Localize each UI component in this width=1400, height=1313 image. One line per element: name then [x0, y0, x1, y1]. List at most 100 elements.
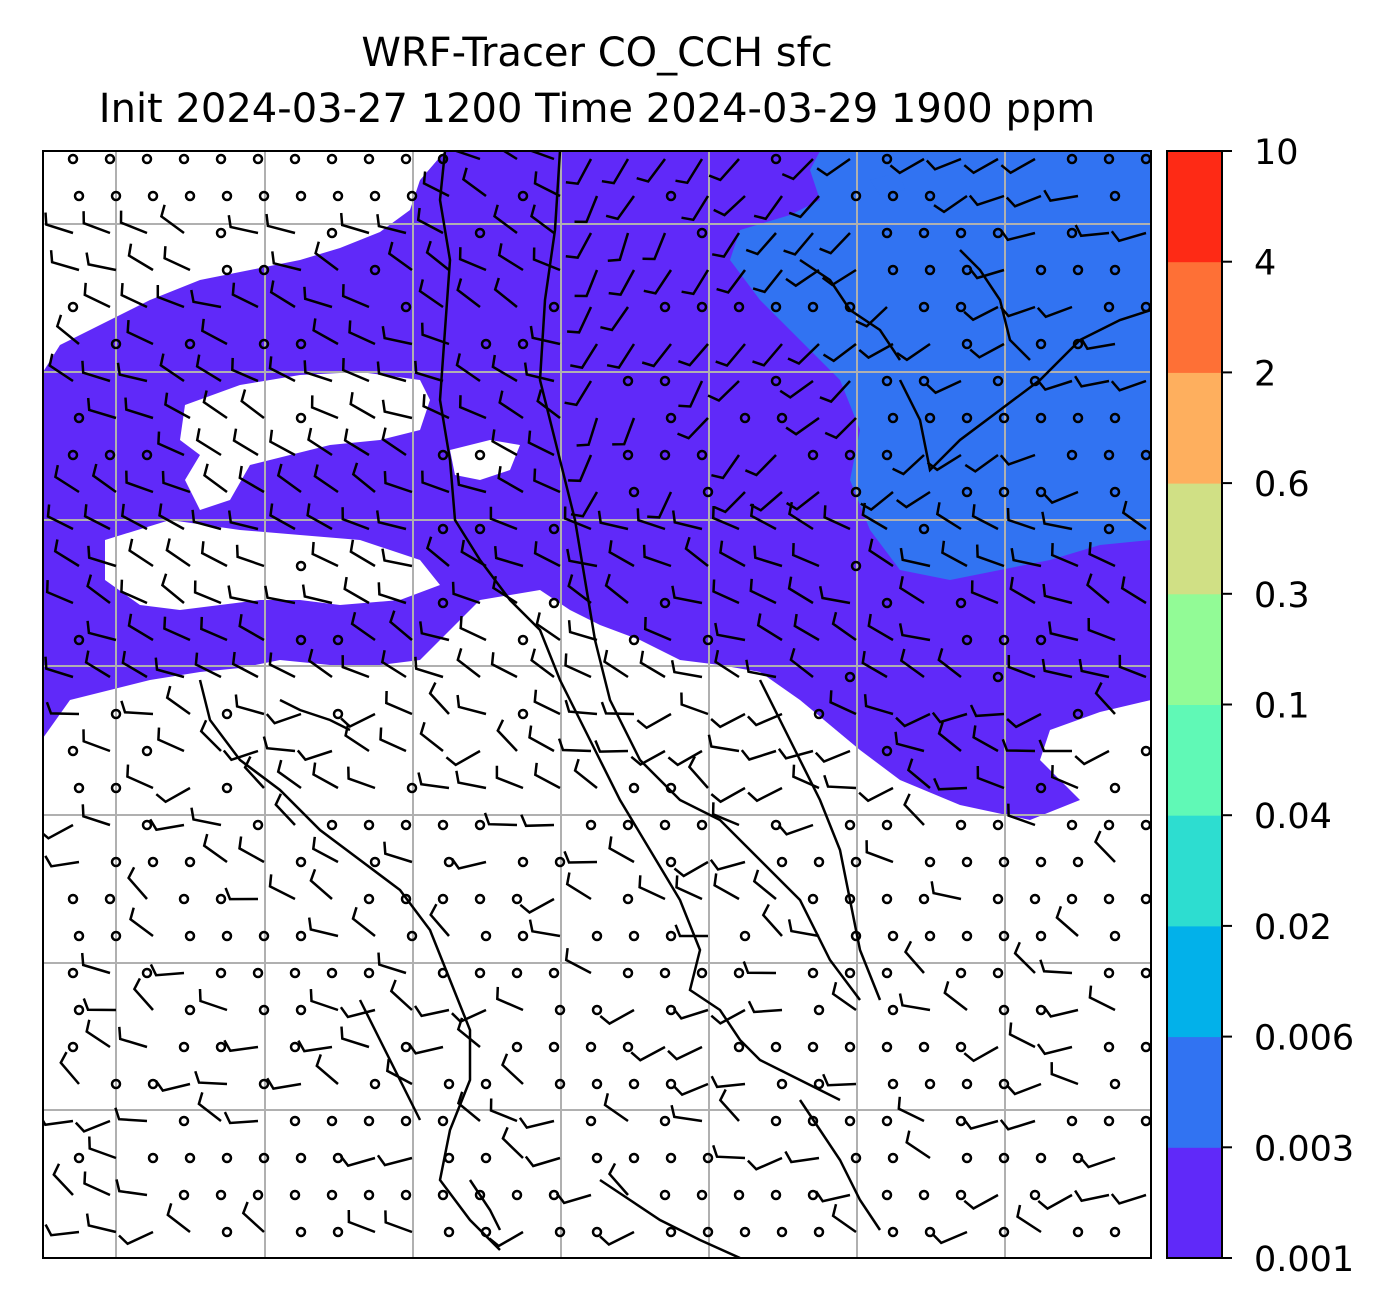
calm-circle — [221, 708, 233, 720]
wind-barb — [533, 689, 561, 716]
calm-circle — [443, 1226, 455, 1238]
wind-barb — [747, 1156, 783, 1171]
wind-barb — [792, 764, 820, 790]
wind-barb — [829, 690, 857, 716]
wind-barb — [1009, 576, 1036, 605]
wind-barb — [490, 652, 518, 679]
wind-barb — [383, 841, 413, 864]
wind-barb — [747, 712, 783, 727]
wind-barb — [496, 986, 524, 1012]
wind-barb — [1042, 583, 1073, 605]
wind-barb — [1016, 1204, 1042, 1234]
graticule — [43, 151, 1151, 1258]
wind-barb — [1050, 1062, 1079, 1086]
wind-barb — [673, 860, 709, 878]
wind-barb — [45, 701, 80, 716]
calm-circle — [1072, 708, 1084, 720]
calm-circle — [474, 449, 486, 461]
wind-barb — [898, 993, 931, 1012]
wind-barb — [788, 195, 820, 219]
wind-barb — [307, 917, 339, 938]
calm-circle — [881, 819, 893, 831]
wind-barb — [86, 574, 111, 604]
calm-circle — [289, 967, 301, 979]
wind-barb — [339, 212, 370, 235]
calm-circle — [1072, 338, 1084, 350]
wind-barb — [899, 547, 931, 568]
wind-barb — [636, 508, 666, 531]
colorbar-bin-1 — [1167, 1036, 1222, 1148]
wind-barb — [674, 924, 708, 938]
wind-barb — [532, 247, 561, 272]
wind-barb — [81, 804, 111, 827]
wind-barb — [753, 195, 784, 221]
wind-barb — [565, 158, 593, 186]
wind-barb — [567, 306, 593, 334]
calm-circle — [400, 301, 412, 313]
wind-barb — [711, 232, 741, 258]
wind-barb — [418, 279, 444, 309]
calm-circle — [184, 930, 196, 942]
calm-circle — [73, 190, 85, 202]
calm-circle — [295, 634, 307, 646]
calm-circle — [258, 264, 270, 276]
wind-barb — [238, 836, 265, 864]
wind-barb — [344, 723, 370, 753]
wind-barb — [1038, 739, 1072, 753]
calm-circle — [961, 856, 973, 868]
wind-barb — [707, 734, 740, 753]
wind-barb — [899, 575, 925, 605]
calm-circle — [998, 1078, 1010, 1090]
wind-barb — [684, 536, 709, 567]
calm-circle — [844, 301, 856, 313]
wind-barb — [49, 250, 80, 272]
wind-barb — [1047, 621, 1079, 642]
wind-barb — [303, 286, 333, 309]
wind-barb — [1007, 803, 1036, 827]
wind-barb — [159, 204, 185, 235]
wind-barb — [816, 157, 851, 177]
wind-barb — [777, 747, 814, 760]
calm-circle — [770, 819, 782, 831]
calm-circle — [110, 708, 122, 720]
wind-barb — [381, 326, 413, 346]
wind-barb — [718, 1088, 740, 1122]
calm-circle — [1029, 1189, 1041, 1201]
wind-barb — [81, 360, 111, 383]
calm-circle — [437, 1189, 449, 1201]
wind-barb — [127, 613, 154, 642]
calm-circle — [369, 856, 381, 868]
calm-circle — [184, 338, 196, 350]
calm-circle — [400, 819, 412, 831]
calm-circle — [548, 523, 560, 535]
wind-barb — [861, 502, 888, 531]
wind-barb — [1088, 542, 1116, 568]
calm-circle — [628, 782, 640, 794]
wind-barb — [937, 721, 962, 752]
wind-barb — [193, 580, 222, 605]
wind-barb — [523, 362, 555, 383]
wind-barb — [597, 510, 629, 531]
colorbar-bin-5 — [1167, 593, 1222, 705]
wind-barb — [119, 210, 148, 235]
calm-circle — [659, 449, 671, 461]
calm-circle — [807, 967, 819, 979]
calm-circle — [1035, 782, 1047, 794]
wind-barb — [381, 399, 413, 420]
wind-barb — [1055, 905, 1079, 937]
wind-barb — [202, 390, 228, 420]
wind-barb — [43, 1118, 74, 1127]
tracer-gap-2 — [450, 440, 520, 480]
calm-circle — [1066, 893, 1078, 905]
calm-circle — [184, 190, 196, 202]
calm-circle — [511, 1041, 523, 1053]
calm-circle — [628, 486, 640, 498]
calm-circle — [770, 1115, 782, 1127]
wind-barb — [488, 1230, 524, 1248]
calm-circle — [104, 153, 116, 165]
wind-barb — [925, 157, 962, 171]
calm-circle — [215, 1041, 227, 1053]
wind-barb — [195, 428, 222, 457]
calm-circle — [295, 1004, 307, 1016]
calm-circle — [739, 1226, 751, 1238]
